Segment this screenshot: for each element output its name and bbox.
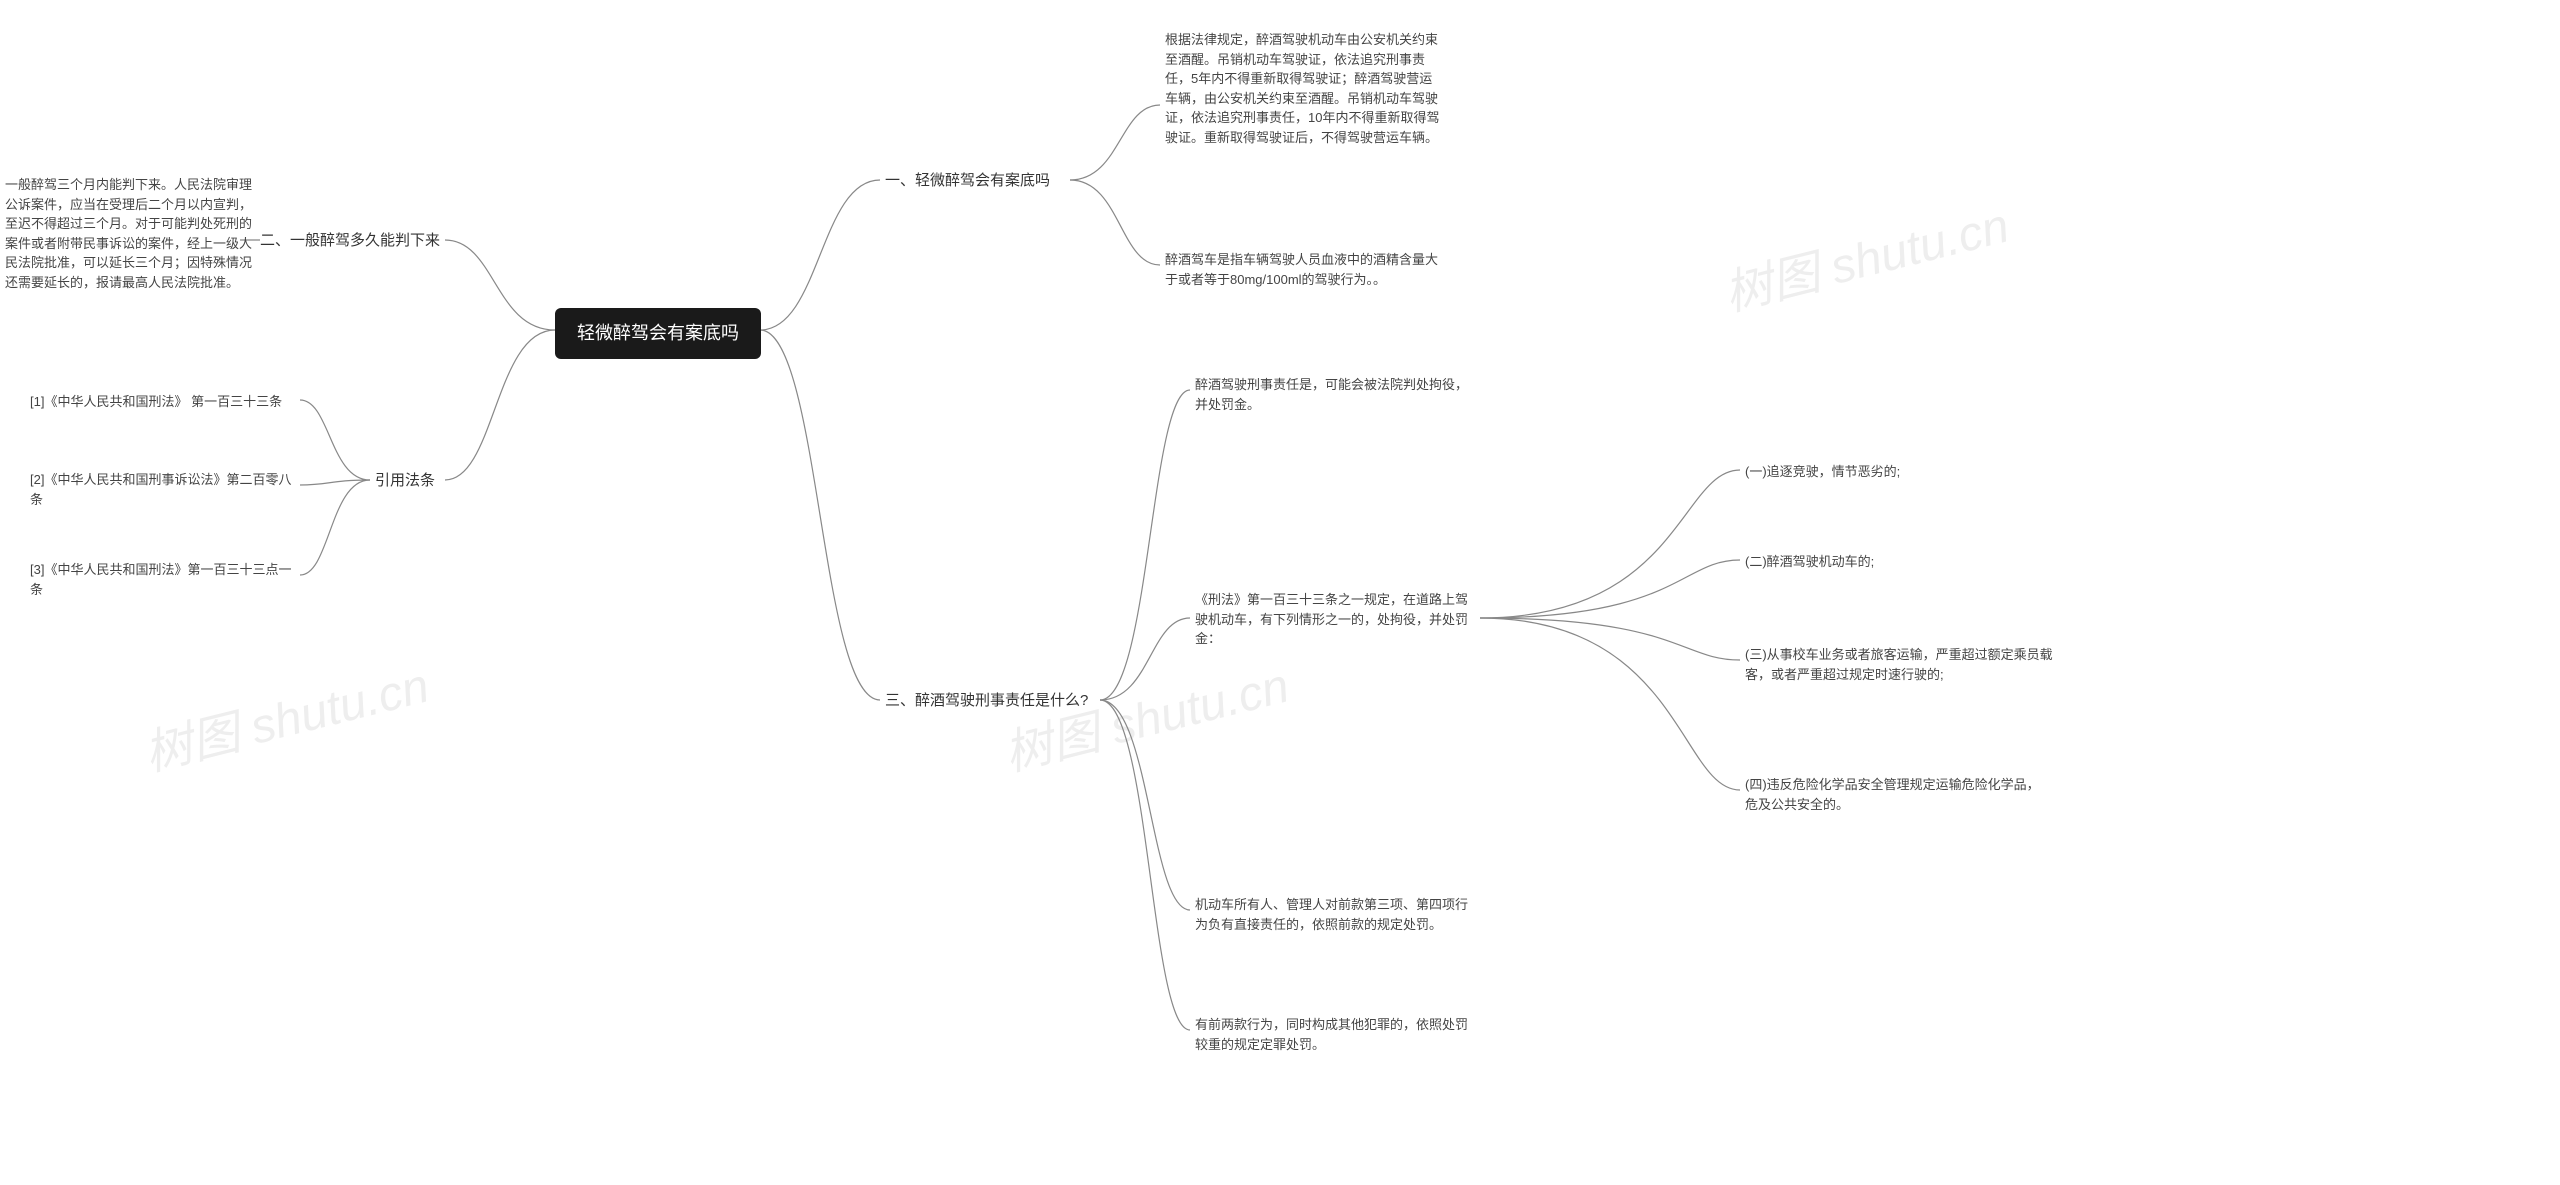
branch-3-sub-4: (四)违反危险化学品安全管理规定运输危险化学品，危及公共安全的。 (1745, 775, 2045, 814)
root-node: 轻微醉驾会有案底吗 (555, 308, 761, 359)
watermark: 树图 shutu.cn (1716, 186, 2015, 324)
ref-item-1: [1]《中华人民共和国刑法》 第一百三十三条 (30, 392, 282, 412)
branch-1-leaf-1: 根据法律规定，醉酒驾驶机动车由公安机关约束至酒醒。吊销机动车驾驶证，依法追究刑事… (1165, 30, 1445, 147)
branch-3-leaf-3: 机动车所有人、管理人对前款第三项、第四项行为负有直接责任的，依照前款的规定处罚。 (1195, 895, 1475, 934)
branch-2: 二、一般醉驾多久能判下来 (260, 230, 440, 253)
branch-3-leaf-4: 有前两款行为，同时构成其他犯罪的，依照处罚较重的规定定罪处罚。 (1195, 1015, 1475, 1054)
branch-3-sub-2: (二)醉酒驾驶机动车的; (1745, 552, 1874, 572)
branch-3-sub-3: (三)从事校车业务或者旅客运输，严重超过额定乘员载客，或者严重超过规定时速行驶的… (1745, 645, 2055, 684)
watermark: 树图 shutu.cn (136, 646, 435, 784)
branch-1-leaf-2: 醉酒驾车是指车辆驾驶人员血液中的酒精含量大于或者等于80mg/100ml的驾驶行… (1165, 250, 1445, 289)
ref-item-2: [2]《中华人民共和国刑事诉讼法》第二百零八条 (30, 470, 300, 509)
branch-3-sub-1: (一)追逐竞驶，情节恶劣的; (1745, 462, 1900, 482)
branch-3: 三、醉酒驾驶刑事责任是什么? (885, 690, 1088, 713)
branch-3-leaf-2: 《刑法》第一百三十三条之一规定，在道路上驾驶机动车，有下列情形之一的，处拘役，并… (1195, 590, 1475, 649)
ref-branch: 引用法条 (375, 470, 435, 493)
branch-3-leaf-1: 醉酒驾驶刑事责任是，可能会被法院判处拘役，并处罚金。 (1195, 375, 1475, 414)
branch-2-leaf: 一般醉驾三个月内能判下来。人民法院审理公诉案件，应当在受理后二个月以内宣判，至迟… (5, 175, 255, 292)
watermark: 树图 shutu.cn (996, 646, 1295, 784)
ref-item-3: [3]《中华人民共和国刑法》第一百三十三点一条 (30, 560, 300, 599)
branch-1: 一、轻微醉驾会有案底吗 (885, 170, 1050, 193)
